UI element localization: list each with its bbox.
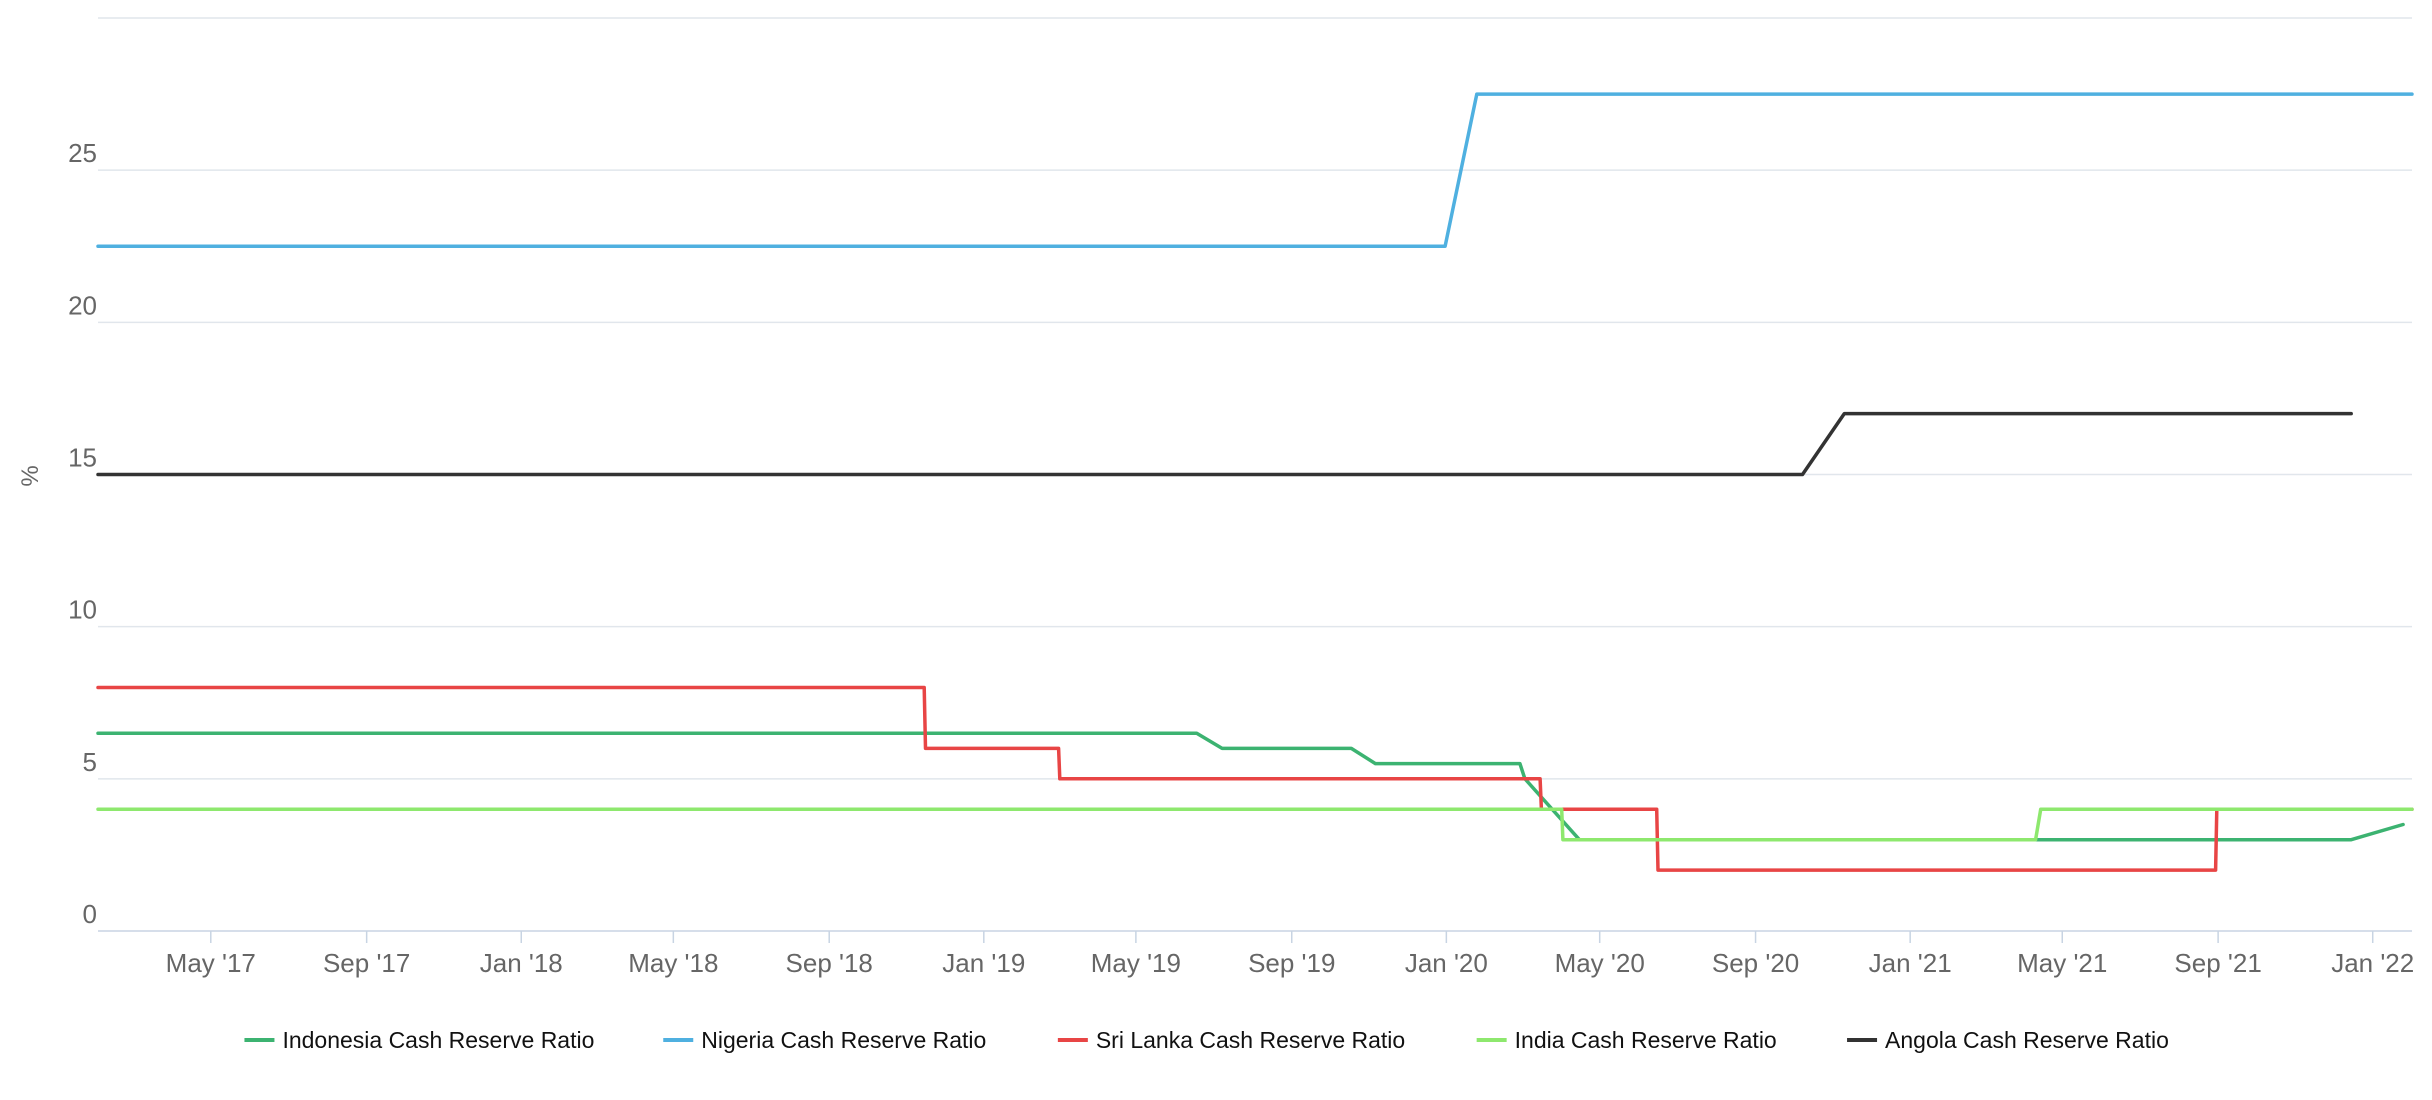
- y-tick-label: 10: [68, 595, 97, 625]
- y-tick-label: 0: [83, 899, 97, 929]
- x-tick-label: May '20: [1555, 948, 1645, 978]
- x-tick-label: Sep '19: [1248, 948, 1335, 978]
- x-tick-label: May '19: [1091, 948, 1181, 978]
- series-line-indonesia-cash-reserve-ratio[interactable]: [96, 731, 2405, 842]
- series-line-sri-lanka-cash-reserve-ratio[interactable]: [96, 685, 2414, 872]
- series-line-nigeria-cash-reserve-ratio[interactable]: [96, 92, 2414, 249]
- x-tick-label: Jan '22: [2331, 948, 2414, 978]
- x-tick-label: May '17: [166, 948, 256, 978]
- y-axis: 0 5 10 15 20 25: [68, 138, 97, 929]
- series-line-india-cash-reserve-ratio[interactable]: [96, 807, 2414, 842]
- x-tick-label: Jan '21: [1869, 948, 1952, 978]
- series-line-angola-cash-reserve-ratio[interactable]: [96, 411, 2353, 477]
- legend-label: Angola Cash Reserve Ratio: [1885, 1027, 2169, 1053]
- x-tick-label: May '21: [2017, 948, 2107, 978]
- x-tick-label: May '18: [628, 948, 718, 978]
- legend-item[interactable]: Nigeria Cash Reserve Ratio: [663, 1027, 986, 1053]
- x-tick-label: Sep '18: [786, 948, 873, 978]
- legend-item[interactable]: Indonesia Cash Reserve Ratio: [244, 1027, 594, 1053]
- legend-label: India Cash Reserve Ratio: [1515, 1027, 1777, 1053]
- y-tick-label: 5: [83, 747, 97, 777]
- x-tick-label: Jan '18: [480, 948, 563, 978]
- legend-label: Sri Lanka Cash Reserve Ratio: [1096, 1027, 1405, 1053]
- legend[interactable]: Indonesia Cash Reserve Ratio Nigeria Cash…: [244, 1027, 2169, 1053]
- legend-item[interactable]: Angola Cash Reserve Ratio: [1847, 1027, 2169, 1053]
- y-tick-label: 15: [68, 443, 97, 473]
- legend-item[interactable]: India Cash Reserve Ratio: [1476, 1027, 1777, 1053]
- legend-label: Indonesia Cash Reserve Ratio: [282, 1027, 594, 1053]
- y-tick-label: 20: [68, 290, 97, 320]
- y-axis-label: %: [17, 465, 44, 486]
- plot-area: [96, 92, 2414, 872]
- legend-item[interactable]: Sri Lanka Cash Reserve Ratio: [1057, 1027, 1405, 1053]
- x-tick-label: Sep '21: [2174, 948, 2261, 978]
- x-tick-label: Jan '20: [1405, 948, 1488, 978]
- y-tick-label: 25: [68, 138, 97, 168]
- x-tick-label: Sep '17: [323, 948, 410, 978]
- x-tick-label: Sep '20: [1712, 948, 1799, 978]
- x-axis: May '17 Sep '17 Jan '18 May '18 Sep '18 Jan '…: [166, 931, 2414, 978]
- legend-label: Nigeria Cash Reserve Ratio: [701, 1027, 986, 1053]
- x-tick-label: Jan '19: [942, 948, 1025, 978]
